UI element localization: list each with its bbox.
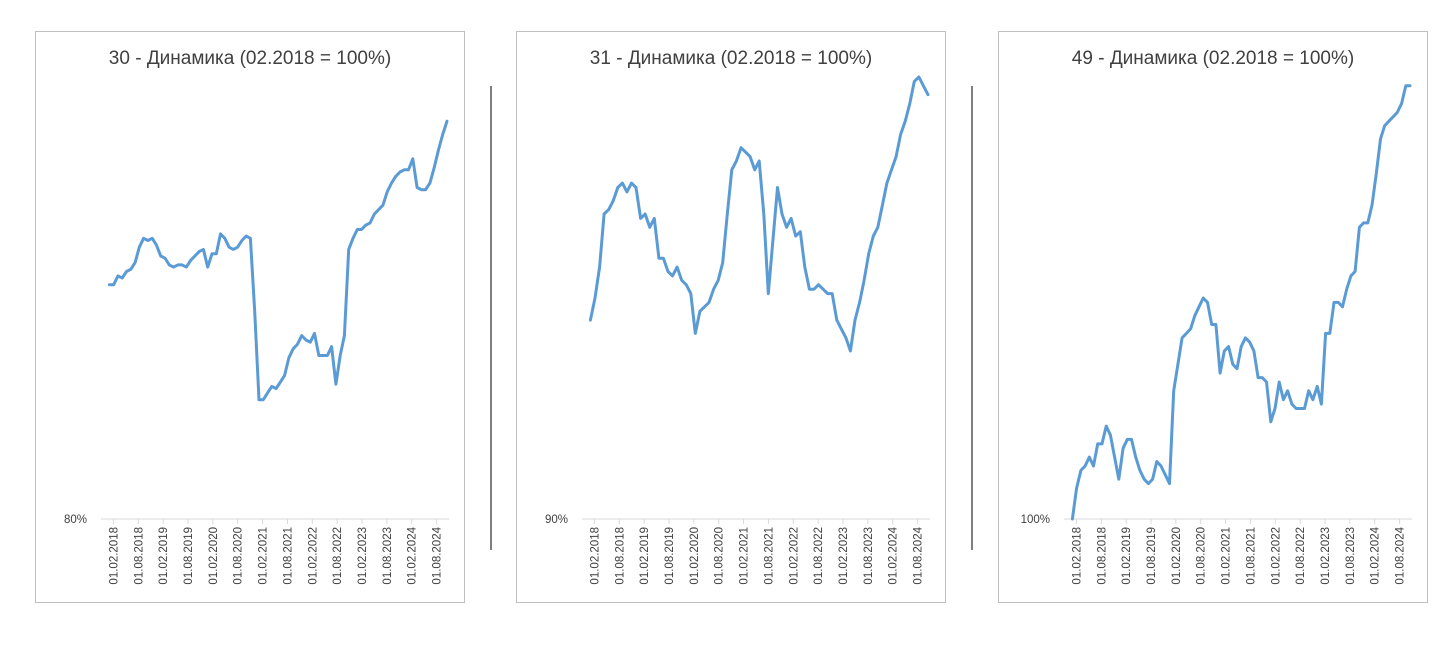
x-tick-label: 01.08.2020 xyxy=(233,527,245,585)
x-tick-label: 01.08.2019 xyxy=(1146,527,1158,585)
chart-panel-49: 49 - Динамика (02.2018 = 100%) 100% 01.02… xyxy=(998,31,1428,603)
chart-title: 30 - Динамика (02.2018 = 100%) xyxy=(108,48,392,69)
x-tick-label: 01.02.2022 xyxy=(307,527,319,585)
x-tick-label: 01.02.2024 xyxy=(407,526,419,584)
series-line xyxy=(1070,84,1412,521)
chart-title: 49 - Динамика (02.2018 = 100%) xyxy=(1071,48,1355,69)
x-tick-label: 01.08.2021 xyxy=(1245,527,1257,585)
x-tick-label: 01.02.2023 xyxy=(1320,527,1332,585)
x-tick-label: 01.08.2019 xyxy=(664,527,676,585)
x-tick-label: 01.08.2024 xyxy=(1395,526,1407,584)
y-tick-label: 90% xyxy=(545,514,568,526)
x-tick-label: 01.08.2024 xyxy=(432,526,444,584)
x-tick-label: 01.08.2019 xyxy=(183,527,195,585)
series-line xyxy=(107,119,449,402)
x-tick-label: 01.08.2020 xyxy=(1196,527,1208,585)
series-line xyxy=(588,75,930,353)
x-tick-label: 01.08.2022 xyxy=(332,527,344,585)
chart-panel-31: 31 - Динамика (02.2018 = 100%) 90% 01.02.… xyxy=(516,31,946,603)
x-tick-label: 01.08.2023 xyxy=(382,527,394,585)
chart-title: 31 - Динамика (02.2018 = 100%) xyxy=(589,48,873,69)
x-tick-label: 01.02.2024 xyxy=(1370,526,1382,584)
x-tick-label: 01.02.2021 xyxy=(258,527,270,585)
x-tick-label: 01.08.2018 xyxy=(1096,527,1108,585)
x-tick-label: 01.08.2020 xyxy=(714,527,726,585)
x-tick-label: 01.08.2018 xyxy=(614,527,626,585)
x-tick-label: 01.08.2024 xyxy=(913,526,925,584)
x-tick-label: 01.08.2023 xyxy=(1345,527,1357,585)
x-tick-label: 01.02.2023 xyxy=(357,527,369,585)
x-tick-label: 01.02.2020 xyxy=(208,527,220,585)
x-tick-label: 01.02.2022 xyxy=(1270,527,1282,585)
panel-divider xyxy=(490,86,492,550)
x-tick-label: 01.08.2021 xyxy=(282,527,294,585)
x-tick-label: 01.02.2020 xyxy=(1171,527,1183,585)
x-tick-label: 01.02.2019 xyxy=(1121,527,1133,585)
x-tick-label: 01.02.2018 xyxy=(108,527,120,585)
x-tick-label: 01.08.2022 xyxy=(813,527,825,585)
x-tick-label: 01.02.2020 xyxy=(689,527,701,585)
chart-31: 90% 01.02.2018 01.08.2018 01.02.2019 01.08.2… xyxy=(545,75,930,585)
x-tick-label: 01.02.2019 xyxy=(158,527,170,585)
chart-30: 80% 01.02.2018 01.08.2018 01.02.2019 01.08.2… xyxy=(64,119,449,585)
x-tick-label: 01.02.2021 xyxy=(739,527,751,585)
x-tick-label: 01.08.2021 xyxy=(763,527,775,585)
y-tick-label: 80% xyxy=(64,514,87,526)
panel-divider xyxy=(971,86,973,550)
x-tick-label: 01.08.2018 xyxy=(133,527,145,585)
x-tick-label: 01.02.2018 xyxy=(589,527,601,585)
chart-49: 100% 01.02.2018 01.08.2018 01.02.2019 01.08.… xyxy=(1021,84,1412,585)
x-tick-label: 01.08.2023 xyxy=(863,527,875,585)
chart-panel-30: 30 - Динамика (02.2018 = 100%) 80% 01.02.… xyxy=(35,31,465,603)
x-tick-label: 01.08.2022 xyxy=(1295,527,1307,585)
x-tick-label: 01.02.2019 xyxy=(639,527,651,585)
x-tick-label: 01.02.2022 xyxy=(788,527,800,585)
x-tick-label: 01.02.2024 xyxy=(888,526,900,584)
y-tick-label: 100% xyxy=(1021,514,1050,526)
x-tick-label: 01.02.2018 xyxy=(1071,527,1083,585)
x-tick-label: 01.02.2021 xyxy=(1221,527,1233,585)
x-tick-label: 01.02.2023 xyxy=(838,527,850,585)
